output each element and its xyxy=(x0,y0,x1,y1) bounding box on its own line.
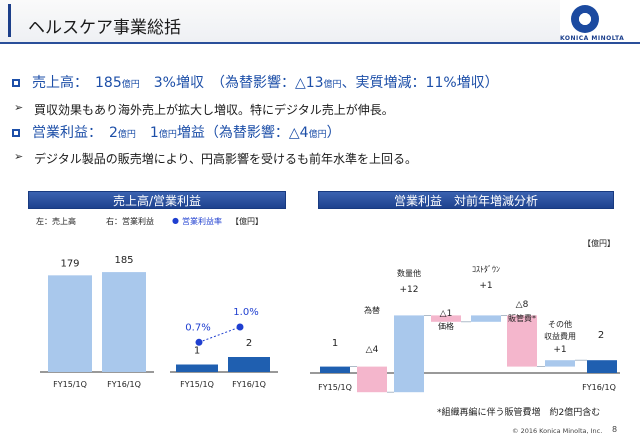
waterfall-label: 販管費* xyxy=(508,313,536,323)
waterfall-label: 収益費用 xyxy=(544,331,576,341)
legend-op-profit: 右：営業利益 xyxy=(106,217,154,226)
op-bar xyxy=(176,364,218,372)
op-bar xyxy=(228,357,270,372)
sales-value-label: 185 xyxy=(114,255,133,266)
waterfall-label: 1 xyxy=(332,338,338,349)
waterfall-label: 為替 xyxy=(364,305,380,315)
op-value-label: 1 xyxy=(194,346,200,357)
op-profit-chart: 1 FY15/1Q 2 FY16/1Q 0.7% 1.0% xyxy=(170,307,278,389)
company-logo-text: KONICA MINOLTA xyxy=(560,35,625,42)
waterfall-label: △1 xyxy=(440,309,453,319)
rate-label: 1.0% xyxy=(233,307,258,318)
legend-sales: 左：売上高 xyxy=(36,217,76,226)
waterfall-label: FY15/1Q xyxy=(318,383,352,392)
waterfall-label: 2 xyxy=(598,330,604,341)
arrow-bullet-icon: ➢ xyxy=(14,150,24,163)
op-profit-summary: 営業利益： 2億円 1億円増益（為替影響：△4億円） xyxy=(32,125,341,141)
rate-line xyxy=(198,326,241,343)
waterfall-label: +1 xyxy=(553,345,566,355)
op-profit-comment: デジタル製品の販売増により、円高影響を受けるも前年水準を上回る。 xyxy=(34,152,418,166)
rate-point xyxy=(236,323,244,331)
sales-comment: 買収効果もあり海外売上が拡大し増収。特にデジタル売上が伸長。 xyxy=(34,103,394,117)
left-unit-label: 【億円】 xyxy=(231,217,263,226)
sales-category-label: FY16/1Q xyxy=(107,380,141,389)
waterfall-bar xyxy=(394,315,424,393)
waterfall-chart: 1FY15/1Q為替△4数量他+12△1価格ｺｽﾄﾀﾞｳﾝ+1△8販管費*その他… xyxy=(310,265,620,393)
waterfall-label: +1 xyxy=(479,281,492,291)
left-panel-title: 売上高/営業利益 xyxy=(28,191,286,209)
waterfall-bar xyxy=(471,315,501,322)
waterfall-label: FY16/1Q xyxy=(582,383,616,392)
waterfall-label: ｺｽﾄﾀﾞｳﾝ xyxy=(472,265,500,274)
op-value-label: 2 xyxy=(246,338,252,349)
waterfall-label: +12 xyxy=(400,285,419,295)
waterfall-bar xyxy=(320,366,350,373)
header-divider xyxy=(0,42,640,44)
op-category-label: FY15/1Q xyxy=(180,380,214,389)
waterfall-bar xyxy=(587,360,617,373)
waterfall-label: △8 xyxy=(516,300,529,310)
sales-value-label: 179 xyxy=(60,258,79,269)
header-background xyxy=(0,0,560,42)
legend-rate-dot-icon: ● xyxy=(172,216,179,225)
waterfall-label: 価格 xyxy=(438,321,454,331)
waterfall-bar xyxy=(431,315,461,322)
rate-point xyxy=(195,338,203,346)
waterfall-label: △4 xyxy=(366,345,379,355)
waterfall-bar xyxy=(545,360,575,367)
sales-chart: 179 FY15/1Q 185 FY16/1Q xyxy=(40,255,154,389)
copyright: © 2016 Konica Minolta, Inc. xyxy=(512,427,603,435)
sales-bar xyxy=(48,275,92,372)
op-category-label: FY16/1Q xyxy=(232,380,266,389)
sales-category-label: FY15/1Q xyxy=(53,380,87,389)
arrow-bullet-icon: ➢ xyxy=(14,101,24,114)
waterfall-label: その他 xyxy=(548,319,572,329)
right-panel-title: 営業利益 対前年増減分析 xyxy=(318,191,614,209)
waterfall-bar xyxy=(507,315,537,367)
page-number: 8 xyxy=(612,425,618,434)
waterfall-bar xyxy=(357,366,387,393)
rate-label: 0.7% xyxy=(185,322,210,333)
waterfall-label: 数量他 xyxy=(397,268,421,278)
title-accent-bar xyxy=(8,4,11,37)
page-title: ヘルスケア事業総括 xyxy=(28,18,181,38)
bullet-square-icon xyxy=(12,129,20,137)
sales-bar xyxy=(102,272,146,372)
company-logo-icon xyxy=(571,5,599,33)
footnote: *組織再編に伴う販管費増 約2億円含む xyxy=(437,408,601,418)
right-unit-label: 【億円】 xyxy=(583,239,615,248)
legend-rate: 営業利益率 xyxy=(182,217,222,226)
sales-summary: 売上高： 185億円 3%増収 （為替影響：△13億円、実質増減：11%増収） xyxy=(32,75,499,91)
bullet-square-icon xyxy=(12,79,20,87)
